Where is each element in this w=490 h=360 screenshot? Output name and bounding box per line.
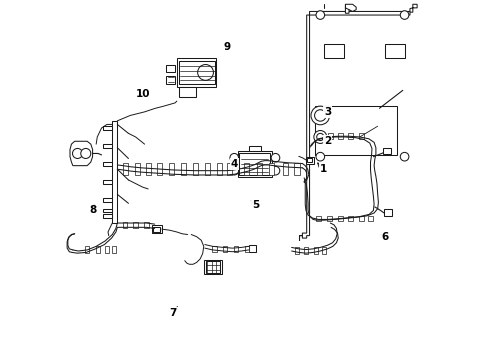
Bar: [294, 163, 299, 175]
Bar: [318, 134, 323, 139]
Bar: [307, 158, 313, 162]
Bar: [103, 144, 112, 148]
Bar: [359, 134, 364, 139]
Circle shape: [314, 131, 327, 143]
Bar: [324, 44, 343, 58]
Bar: [245, 246, 249, 252]
Text: 4: 4: [231, 159, 238, 169]
Bar: [157, 163, 162, 175]
Bar: [383, 148, 392, 154]
Circle shape: [315, 110, 326, 121]
Bar: [103, 180, 112, 184]
Circle shape: [311, 106, 330, 125]
Bar: [223, 246, 227, 252]
Bar: [105, 246, 109, 253]
Text: 2: 2: [324, 136, 331, 145]
Bar: [368, 216, 373, 221]
Text: 10: 10: [136, 89, 150, 99]
Bar: [204, 260, 221, 274]
Bar: [249, 244, 256, 252]
Circle shape: [316, 11, 324, 19]
Bar: [112, 246, 116, 253]
Bar: [316, 216, 321, 221]
Bar: [304, 247, 308, 254]
Text: 3: 3: [324, 107, 331, 117]
Text: 7: 7: [170, 308, 177, 318]
Text: 9: 9: [223, 42, 231, 52]
Bar: [283, 163, 288, 175]
Bar: [306, 157, 314, 163]
Bar: [385, 44, 405, 58]
Bar: [96, 246, 100, 253]
Bar: [359, 216, 364, 221]
Circle shape: [230, 166, 239, 175]
Bar: [205, 163, 210, 175]
Bar: [238, 151, 272, 177]
Text: 1: 1: [320, 164, 327, 174]
Circle shape: [317, 134, 324, 140]
Polygon shape: [299, 4, 417, 241]
Bar: [166, 64, 175, 72]
Bar: [384, 210, 392, 216]
Bar: [248, 145, 261, 151]
Bar: [103, 214, 112, 218]
Circle shape: [271, 166, 280, 175]
Bar: [315, 107, 397, 155]
Text: 8: 8: [89, 206, 96, 216]
Bar: [103, 162, 112, 166]
Bar: [338, 134, 343, 139]
Bar: [179, 87, 196, 97]
Circle shape: [81, 148, 91, 158]
Bar: [122, 222, 127, 228]
Bar: [123, 163, 128, 175]
Bar: [314, 247, 318, 254]
Bar: [239, 153, 270, 175]
Bar: [270, 163, 274, 175]
Bar: [152, 225, 162, 233]
Text: 5: 5: [252, 200, 259, 210]
Bar: [234, 246, 238, 252]
Bar: [322, 247, 326, 254]
Bar: [212, 246, 217, 252]
Bar: [169, 163, 174, 175]
Polygon shape: [345, 4, 356, 13]
Circle shape: [73, 148, 82, 158]
Bar: [133, 222, 138, 228]
Bar: [146, 163, 151, 175]
Bar: [112, 121, 117, 223]
Bar: [181, 163, 186, 175]
Bar: [166, 76, 175, 84]
Bar: [245, 163, 249, 175]
Bar: [103, 209, 112, 212]
Bar: [348, 134, 353, 139]
Bar: [177, 58, 216, 87]
Bar: [295, 247, 299, 254]
Bar: [103, 198, 112, 202]
Bar: [153, 226, 160, 231]
Polygon shape: [70, 141, 93, 166]
Bar: [328, 134, 333, 139]
Circle shape: [400, 152, 409, 161]
Circle shape: [230, 153, 239, 162]
Bar: [338, 216, 343, 221]
Bar: [227, 163, 232, 175]
Bar: [327, 216, 332, 221]
Bar: [135, 163, 140, 175]
Circle shape: [316, 152, 324, 161]
Bar: [205, 261, 220, 273]
Bar: [217, 163, 221, 175]
Circle shape: [271, 153, 280, 162]
Bar: [103, 126, 112, 130]
Text: 6: 6: [381, 232, 389, 242]
Bar: [85, 246, 89, 253]
Circle shape: [197, 64, 214, 80]
Circle shape: [400, 11, 409, 19]
Bar: [348, 216, 353, 221]
Bar: [193, 163, 198, 175]
Bar: [257, 163, 262, 175]
Bar: [179, 61, 215, 84]
Bar: [144, 222, 148, 228]
